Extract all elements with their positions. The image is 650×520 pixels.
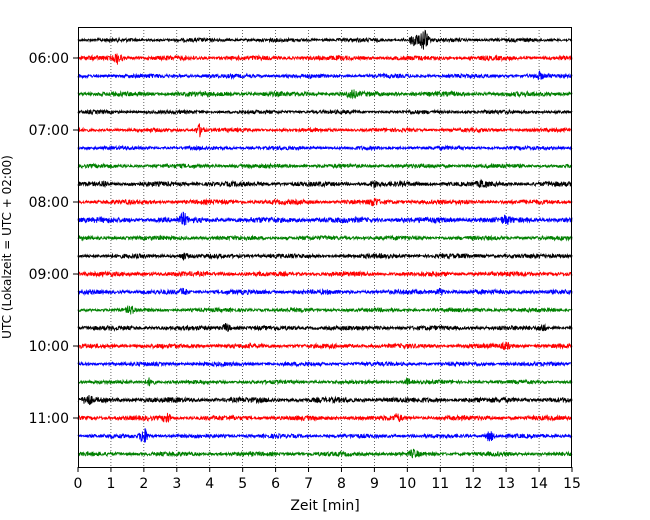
trace-0845 xyxy=(77,252,573,261)
trace-1015 xyxy=(77,360,573,368)
x-tick-label: 4 xyxy=(205,476,214,492)
y-tick-label: 11:00 xyxy=(29,411,69,427)
x-axis-label: Zeit [min] xyxy=(290,498,359,514)
x-tick-label: 3 xyxy=(172,476,181,492)
x-tick-label: 8 xyxy=(337,476,346,492)
x-tick-label: 10 xyxy=(398,476,416,492)
x-tick-label: 6 xyxy=(271,476,280,492)
trace-1115 xyxy=(77,428,573,443)
y-axis-label: UTC (Lokalzeit = UTC + 02:00) xyxy=(0,155,14,339)
x-tick-label: 13 xyxy=(497,476,515,492)
trace-1030 xyxy=(77,376,573,387)
trace-0815 xyxy=(77,211,573,226)
y-tick-label: 09:00 xyxy=(29,267,69,283)
x-tick-label: 7 xyxy=(304,476,313,492)
trace-0915 xyxy=(77,287,573,297)
trace-0715 xyxy=(77,144,573,152)
x-tick-label: 1 xyxy=(106,476,115,492)
trace-1100 xyxy=(77,412,573,423)
y-tick-label: 10:00 xyxy=(29,339,69,355)
trace-0900 xyxy=(77,270,573,278)
trace-0630 xyxy=(77,89,573,100)
trace-0615 xyxy=(77,70,573,81)
x-tick-label: 12 xyxy=(464,476,482,492)
x-tick-label: 15 xyxy=(563,476,581,492)
y-tick-label: 08:00 xyxy=(29,195,69,211)
y-tick-label: 07:00 xyxy=(29,123,69,139)
traces xyxy=(77,29,573,459)
y-axis: 06:00 07:00 08:00 09:00 10:00 11:00 xyxy=(29,51,78,427)
x-tick-label: 2 xyxy=(139,476,148,492)
trace-0945 xyxy=(77,322,573,332)
x-tick-label: 14 xyxy=(530,476,548,492)
x-axis: 0 1 2 3 4 5 6 7 8 9 10 11 12 13 14 15 xyxy=(74,467,581,492)
x-tick-label: 9 xyxy=(370,476,379,492)
trace-0730 xyxy=(77,162,573,170)
x-tick-label: 11 xyxy=(431,476,449,492)
trace-0745 xyxy=(77,178,573,189)
trace-0700 xyxy=(77,123,573,138)
trace-0800 xyxy=(77,197,573,207)
trace-1000 xyxy=(77,341,573,351)
grid xyxy=(110,27,540,467)
trace-0545 xyxy=(77,29,573,50)
trace-0600 xyxy=(77,53,573,65)
plot-frame xyxy=(78,27,572,468)
trace-1045 xyxy=(77,395,573,406)
y-tick-label: 06:00 xyxy=(29,51,69,67)
x-tick-label: 5 xyxy=(238,476,247,492)
trace-0930 xyxy=(77,304,573,315)
x-tick-label: 0 xyxy=(74,476,83,492)
trace-1130 xyxy=(77,448,573,459)
trace-0645 xyxy=(77,108,573,116)
trace-0830 xyxy=(77,234,573,242)
